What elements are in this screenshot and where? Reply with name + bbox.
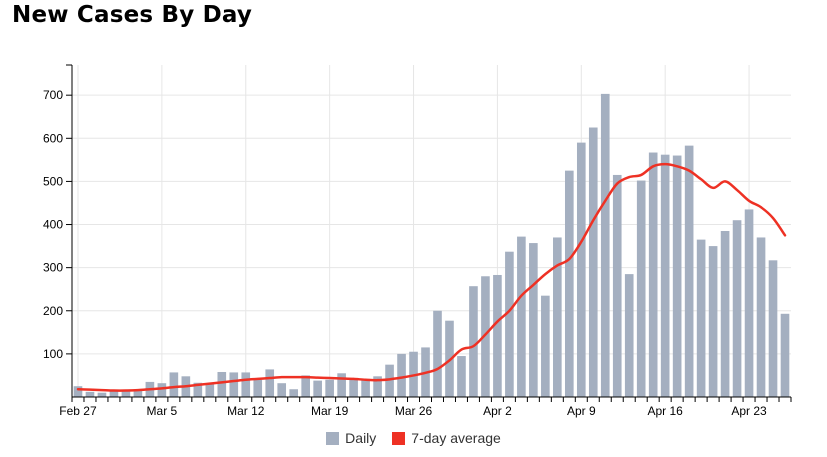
daily-bar <box>133 390 143 397</box>
daily-bar <box>433 310 442 397</box>
daily-bar <box>85 391 95 397</box>
daily-bar <box>157 383 167 397</box>
axes: 100 200 300 400 500 600 700 Feb 27 Mar 5 Mar 12 Ma… <box>43 64 792 418</box>
daily-bar <box>672 155 682 397</box>
daily-bar <box>756 237 766 397</box>
daily-bar <box>469 286 478 397</box>
daily-bar <box>397 353 406 397</box>
legend-swatch-daily <box>326 431 340 445</box>
daily-bar <box>361 378 370 397</box>
daily-bar <box>768 260 778 397</box>
daily-bar <box>97 392 107 397</box>
daily-bar <box>517 236 526 397</box>
daily-bar <box>576 142 586 397</box>
daily-bar <box>636 180 646 397</box>
x-tick-label: Apr 9 <box>567 404 596 418</box>
daily-bar <box>301 375 310 397</box>
legend-label-daily: Daily <box>345 430 377 446</box>
daily-bar <box>696 239 706 397</box>
daily-bar <box>325 379 334 397</box>
y-tick-label: 300 <box>43 261 63 275</box>
daily-bar <box>612 174 622 397</box>
legend-swatch-7-day-average <box>392 431 406 445</box>
x-tick-label: Apr 23 <box>731 404 767 418</box>
daily-bar <box>588 127 598 398</box>
daily-bars <box>73 93 790 398</box>
daily-bar <box>660 154 670 397</box>
daily-bar <box>624 274 634 397</box>
daily-bar <box>720 231 730 397</box>
daily-bar <box>684 145 694 397</box>
x-tick-label: Mar 5 <box>147 404 178 418</box>
y-tick-label: 100 <box>43 347 63 361</box>
legend-label-7-day-average: 7-day average <box>411 430 501 446</box>
daily-bar <box>265 369 275 397</box>
daily-bar <box>169 372 179 397</box>
daily-bar <box>241 372 251 397</box>
daily-bar <box>193 382 203 397</box>
daily-bar <box>732 220 742 397</box>
y-tick-label: 200 <box>43 304 63 318</box>
daily-bar <box>564 170 574 397</box>
new-cases-chart: 100 200 300 400 500 600 700 Feb 27 Mar 5 Mar 12 Ma… <box>43 64 792 418</box>
daily-bar <box>481 276 490 397</box>
y-tick-label: 400 <box>43 218 63 232</box>
daily-bar <box>505 251 514 397</box>
daily-bar <box>529 243 538 397</box>
daily-bar <box>73 386 83 397</box>
daily-bar <box>457 356 466 397</box>
daily-bar <box>229 372 239 397</box>
y-tick-label: 700 <box>43 88 63 102</box>
x-tick-label: Mar 26 <box>395 404 433 418</box>
daily-bar <box>780 313 790 397</box>
daily-bar <box>553 237 562 397</box>
y-tick-label: 600 <box>43 131 63 145</box>
daily-bar <box>493 274 502 397</box>
page-title: New Cases By Day <box>12 2 253 28</box>
seven-day-average-line <box>76 162 787 392</box>
daily-bar <box>349 379 358 397</box>
daily-bar <box>744 209 754 397</box>
daily-bar <box>253 379 263 397</box>
daily-bar <box>217 371 227 397</box>
x-tick-label: Apr 2 <box>483 404 512 418</box>
daily-bar <box>109 391 119 397</box>
legend-item-7-day-average[interactable]: 7-day average <box>392 430 501 446</box>
x-tick-label: Mar 19 <box>311 404 349 418</box>
daily-bar <box>313 380 322 397</box>
daily-bar <box>648 152 658 397</box>
y-tick-label: 500 <box>43 174 63 188</box>
daily-bar <box>708 246 718 397</box>
daily-bar <box>600 93 610 398</box>
grid-layer <box>72 65 791 397</box>
x-tick-label: Mar 12 <box>227 404 265 418</box>
x-tick-label: Apr 16 <box>647 404 683 418</box>
daily-bar <box>337 373 346 397</box>
daily-bar <box>541 295 550 397</box>
daily-bar <box>385 364 394 397</box>
daily-bar <box>277 383 287 397</box>
legend-item-daily[interactable]: Daily <box>326 430 376 446</box>
daily-bar <box>289 389 299 397</box>
daily-bar <box>205 384 215 397</box>
daily-bar <box>373 376 382 397</box>
daily-bar <box>121 390 131 397</box>
legend: Daily 7-day average <box>0 430 827 446</box>
x-tick-label: Feb 27 <box>59 404 97 418</box>
